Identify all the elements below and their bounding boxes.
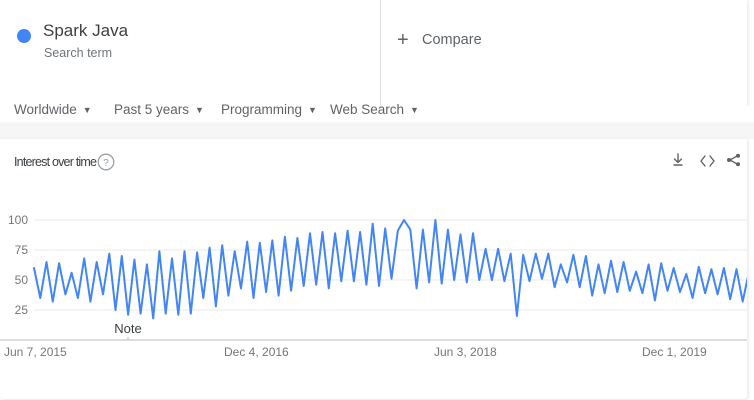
- svg-text:Jun 7, 2015: Jun 7, 2015: [4, 345, 67, 359]
- svg-text:50: 50: [15, 273, 29, 287]
- svg-text:Dec 4, 2016: Dec 4, 2016: [224, 345, 289, 359]
- svg-text:Jun 3, 2018: Jun 3, 2018: [434, 345, 497, 359]
- svg-text:25: 25: [15, 303, 29, 317]
- svg-text:Dec 1, 2019: Dec 1, 2019: [642, 345, 707, 359]
- svg-text:75: 75: [15, 243, 29, 257]
- svg-text:Note: Note: [114, 321, 141, 336]
- svg-text:?: ?: [103, 158, 109, 169]
- svg-text:100: 100: [8, 213, 28, 227]
